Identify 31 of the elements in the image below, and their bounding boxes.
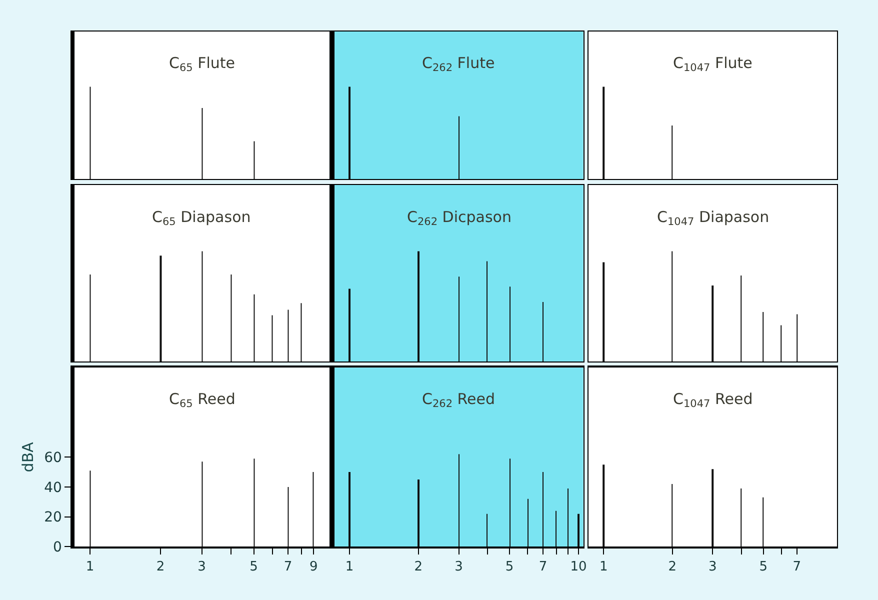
x-tick-label: 5	[505, 559, 514, 574]
x-tick-label: 1	[599, 559, 608, 574]
x-tick-label: 7	[792, 559, 801, 574]
y-tick-label: 60	[44, 450, 62, 466]
x-tick-label: 2	[156, 559, 165, 574]
x-tick-label: 2	[668, 559, 677, 574]
x-tick-label: 3	[454, 559, 463, 574]
text: C$_{262}$ Reed	[422, 390, 496, 410]
text: C$_{1047}$ Reed	[673, 390, 753, 410]
x-tick-label: 1	[345, 559, 354, 574]
x-tick-label: 10	[570, 559, 587, 574]
x-tick-label: 5	[759, 559, 768, 574]
x-tick-label: 2	[414, 559, 423, 574]
y-tick-label: 20	[44, 510, 62, 526]
x-tick-label: 3	[708, 559, 717, 574]
y-tick-label: 0	[53, 540, 62, 556]
y-axis-title: dBA	[18, 441, 37, 472]
text: C$_{65}$ Reed	[169, 390, 236, 410]
chart-title: C$_{1047}$ Flute	[673, 54, 752, 74]
x-tick-label: 3	[198, 559, 206, 574]
y-tick-label: 40	[44, 480, 62, 496]
chart-title: C$_{1047}$ Diapason	[657, 208, 770, 228]
x-tick-label: 9	[309, 559, 318, 574]
x-tick-label: 7	[538, 559, 548, 574]
chart-title: C$_{65}$ Diapason	[152, 208, 251, 228]
x-tick-label: 1	[86, 559, 94, 574]
chart-title: C$_{65}$ Flute	[169, 54, 236, 74]
chart-title: C$_{262}$ Dicpason	[407, 208, 512, 228]
x-tick-label: 5	[250, 559, 258, 574]
chart-title: C$_{262}$ Flute	[422, 54, 495, 74]
x-tick-label: 7	[284, 559, 292, 574]
